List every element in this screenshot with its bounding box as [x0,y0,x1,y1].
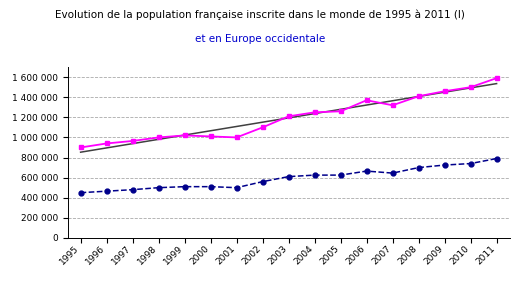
Europe Occidentale [337,173,344,177]
Europe Occidentale [285,175,292,178]
Linéaire (Monde) [389,99,396,102]
Line: Monde: Monde [78,76,499,150]
Linéaire (Monde) [467,86,474,90]
Monde [363,99,370,102]
Linéaire (Monde) [363,103,370,107]
Europe Occidentale [155,186,162,189]
Monde [285,114,292,118]
Europe Occidentale [311,173,318,177]
Linéaire (Monde) [233,125,240,128]
Monde [441,89,448,93]
Linéaire (Monde) [493,82,500,85]
Monde [337,109,344,113]
Europe Occidentale [467,162,474,165]
Text: et en Europe occidentale: et en Europe occidentale [195,34,325,44]
Linéaire (Monde) [337,107,344,111]
Text: Evolution de la population française inscrite dans le monde de 1995 à 2011 (I): Evolution de la population française ins… [55,9,465,20]
Monde [259,126,266,129]
Linéaire (Monde) [441,90,448,94]
Linéaire (Monde) [207,129,214,133]
Europe Occidentale [207,185,214,188]
Linéaire (Monde) [181,133,188,137]
Line: Europe Occidentale: Europe Occidentale [78,156,499,195]
Linéaire (Monde) [155,138,162,141]
Linéaire (Monde) [415,95,422,98]
Monde [415,95,422,98]
Europe Occidentale [259,180,266,184]
Linéaire (Monde) [77,150,84,154]
Europe Occidentale [389,171,396,175]
Monde [181,134,188,137]
Monde [207,135,214,138]
Europe Occidentale [77,191,84,195]
Monde [467,85,474,89]
Europe Occidentale [181,185,188,188]
Linéaire (Monde) [259,120,266,124]
Monde [233,136,240,139]
Europe Occidentale [441,163,448,167]
Monde [155,136,162,139]
Europe Occidentale [129,188,136,192]
Monde [311,110,318,114]
Monde [129,139,136,143]
Europe Occidentale [493,157,500,160]
Linéaire (Monde) [129,142,136,145]
Line: Linéaire (Monde): Linéaire (Monde) [81,84,497,152]
Monde [77,146,84,149]
Europe Occidentale [415,166,422,169]
Europe Occidentale [363,169,370,173]
Linéaire (Monde) [311,112,318,115]
Monde [103,142,110,145]
Monde [493,76,500,80]
Monde [389,103,396,107]
Linéaire (Monde) [285,116,292,120]
Europe Occidentale [233,186,240,189]
Europe Occidentale [103,189,110,193]
Linéaire (Monde) [103,146,110,150]
